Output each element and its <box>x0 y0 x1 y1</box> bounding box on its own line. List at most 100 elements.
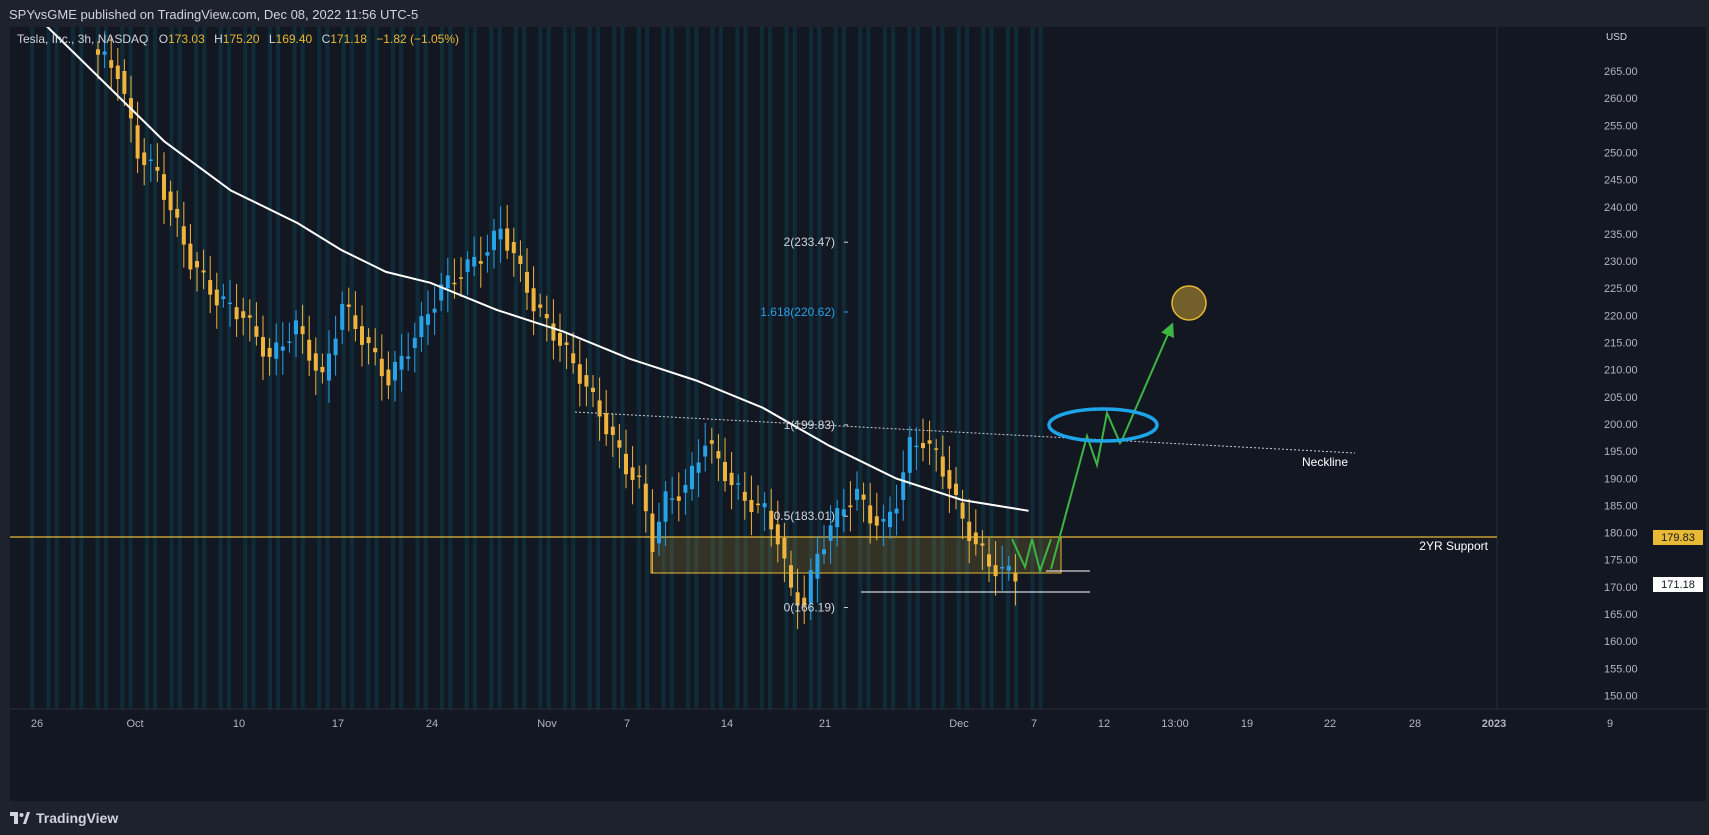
publish-info: SPYvsGME published on TradingView.com, D… <box>9 7 419 22</box>
candle-body <box>558 332 562 346</box>
candle-body <box>848 505 853 508</box>
moving-average-line <box>30 10 1029 512</box>
session-band <box>891 27 896 709</box>
candle-body <box>1006 565 1011 571</box>
session-band <box>103 27 108 709</box>
time-tick-label: 9 <box>1607 718 1613 730</box>
candle-body <box>683 484 688 493</box>
candle-body <box>294 320 298 335</box>
price-axis[interactable]: 265.00 260.00 255.00 250.00 245.00 240.00 235.… <box>1604 66 1638 702</box>
candle-body <box>320 366 325 373</box>
candle-body <box>426 314 430 325</box>
price-tick-label: 230.00 <box>1604 256 1638 268</box>
candle-body <box>736 483 741 485</box>
time-axis[interactable]: 26 Oct 10 17 24 Nov 7 14 21 Dec 7 12 13:00 19 22 28 2023… <box>31 718 1613 730</box>
candle-body <box>571 353 576 364</box>
time-tick-label: Oct <box>126 718 143 730</box>
session-band <box>349 27 354 709</box>
tradingview-brand[interactable]: TradingView <box>10 808 118 828</box>
session-band <box>817 27 822 709</box>
candle-body <box>709 440 714 444</box>
change-value: −1.82 (−1.05%) <box>376 32 459 46</box>
session-band <box>153 27 158 709</box>
session-band <box>366 27 371 709</box>
breakout-ellipse <box>1047 407 1159 443</box>
session-band <box>694 27 699 709</box>
session-band <box>563 27 568 709</box>
candle-body <box>135 125 140 159</box>
price-tick-label: 200.00 <box>1604 419 1638 431</box>
candle-body <box>610 426 615 435</box>
candle-body <box>412 337 417 348</box>
candle-body <box>214 289 219 306</box>
candle-body <box>373 347 378 353</box>
session-band <box>251 27 256 709</box>
candle-body <box>459 277 463 279</box>
candle-body <box>142 152 147 166</box>
session-band <box>989 27 994 709</box>
candle-body <box>841 509 846 517</box>
candle-body <box>934 448 939 450</box>
session-band <box>612 27 617 709</box>
session-band <box>940 27 945 709</box>
session-band <box>243 27 248 709</box>
fib-level-label: 0(166.19) <box>784 601 835 615</box>
candle-body <box>795 592 800 606</box>
price-chart[interactable]: 2YR Support Neckline 2(233.47) 1.618(220.… <box>10 10 1706 801</box>
candle-body <box>954 483 958 495</box>
candle-body <box>419 316 424 338</box>
candle-body <box>670 498 675 500</box>
price-tick-label: 240.00 <box>1604 202 1638 214</box>
candle-body <box>927 440 932 444</box>
session-band <box>636 27 641 709</box>
session-band <box>595 27 600 709</box>
candle-body <box>399 355 404 370</box>
candle-body <box>208 280 213 295</box>
candle-body <box>696 462 701 473</box>
session-bands <box>30 27 1043 709</box>
session-band <box>71 27 76 709</box>
candle-body <box>267 347 272 357</box>
brand-name: TradingView <box>36 810 119 826</box>
candle-body <box>478 261 483 264</box>
session-band <box>645 27 650 709</box>
candle-body <box>247 315 252 318</box>
candle-body <box>201 270 206 273</box>
chart-area[interactable]: 2YR Support Neckline 2(233.47) 1.618(220.… <box>10 10 1706 801</box>
candle-body <box>868 505 873 524</box>
session-band <box>1030 27 1035 709</box>
support-price-label: 179.83 <box>1661 532 1695 544</box>
session-band <box>177 27 182 709</box>
candle-body <box>729 472 734 486</box>
session-band <box>448 27 453 709</box>
session-band <box>964 27 969 709</box>
candle-body <box>452 282 457 285</box>
candle-body <box>808 570 813 604</box>
price-tick-label: 190.00 <box>1604 473 1638 485</box>
candle-body <box>624 453 628 475</box>
candle-body <box>591 387 595 393</box>
candle-body <box>815 553 820 579</box>
candle-body <box>551 323 556 341</box>
candle-body <box>360 326 364 345</box>
candle-body <box>155 166 160 171</box>
session-band <box>144 27 149 709</box>
session-band <box>784 27 789 709</box>
candle-body <box>122 71 127 94</box>
candle-body <box>921 442 925 449</box>
symbol-legend[interactable]: Tesla, Inc., 3h, NASDAQ O173.03 H175.20 … <box>17 32 459 46</box>
session-band <box>522 27 527 709</box>
time-tick-label: 22 <box>1324 718 1336 730</box>
candle-body <box>181 226 186 245</box>
target-circle <box>1171 285 1207 321</box>
candle-body <box>967 521 972 542</box>
price-tick-label: 210.00 <box>1604 365 1638 377</box>
candle-body <box>742 491 747 501</box>
candle-body <box>485 252 490 256</box>
session-band <box>464 27 469 709</box>
support-zone <box>650 536 1062 574</box>
session-band <box>128 27 133 709</box>
price-tick-label: 195.00 <box>1604 446 1638 458</box>
candle-body <box>914 445 919 448</box>
candle-body <box>577 364 582 384</box>
